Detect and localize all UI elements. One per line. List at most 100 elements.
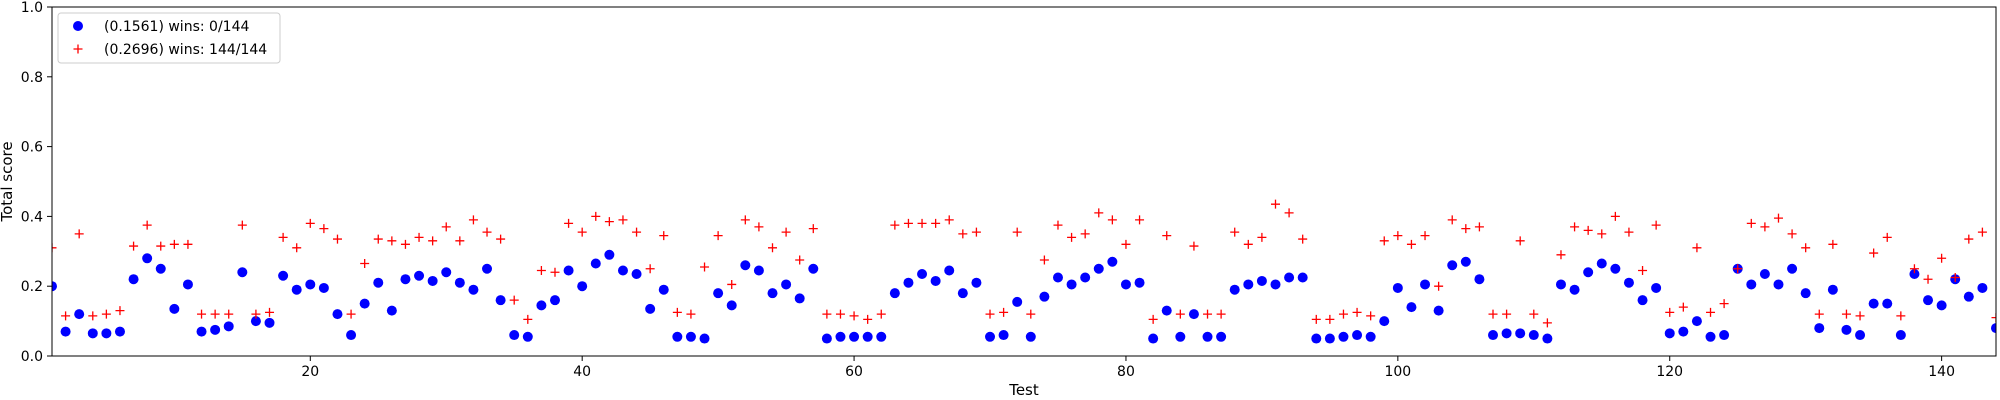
data-point-red xyxy=(400,239,410,249)
data-point-red xyxy=(1610,211,1620,221)
data-point-red xyxy=(1257,232,1267,242)
legend: (0.1561) wins: 0/144 (0.2696) wins: 144/… xyxy=(57,12,281,64)
data-point-red xyxy=(265,307,275,317)
data-point-blue xyxy=(903,277,914,288)
data-point-blue xyxy=(454,277,465,288)
data-point-blue xyxy=(1012,296,1023,307)
data-point-red xyxy=(618,215,628,225)
data-point-blue xyxy=(1678,326,1689,337)
data-point-blue xyxy=(1895,330,1906,341)
data-point-red xyxy=(414,232,424,242)
data-point-red xyxy=(1325,314,1335,324)
data-point-red xyxy=(142,220,152,230)
data-point-red xyxy=(1039,255,1049,265)
data-point-red xyxy=(890,220,900,230)
data-point-red xyxy=(700,262,710,272)
data-point-blue xyxy=(645,303,656,314)
data-point-blue xyxy=(1243,279,1254,290)
data-point-blue xyxy=(1148,333,1159,344)
data-point-red xyxy=(101,309,111,319)
data-point-blue xyxy=(563,265,574,276)
data-point-red xyxy=(754,222,764,232)
data-point-red xyxy=(1923,274,1933,284)
data-point-red xyxy=(1733,264,1743,274)
data-point-blue xyxy=(549,295,560,306)
data-point-blue xyxy=(101,328,112,339)
data-point-blue xyxy=(1623,277,1634,288)
data-point-red xyxy=(346,309,356,319)
data-point-blue xyxy=(1610,263,1621,274)
data-point-red xyxy=(1515,236,1525,246)
data-point-red xyxy=(210,309,220,319)
data-point-red xyxy=(455,236,465,246)
data-point-blue xyxy=(631,268,642,279)
x-tick-label: 120 xyxy=(1656,364,1683,380)
data-point-blue xyxy=(1814,323,1825,334)
data-point-blue xyxy=(1651,282,1662,293)
data-point-blue xyxy=(1583,267,1594,278)
data-point-red xyxy=(1814,309,1824,319)
data-point-red xyxy=(740,215,750,225)
data-point-blue xyxy=(1324,333,1335,344)
data-point-red xyxy=(822,309,832,319)
data-point-blue xyxy=(604,249,615,260)
data-point-blue xyxy=(781,279,792,290)
data-point-blue xyxy=(128,274,139,285)
data-point-red xyxy=(604,217,614,227)
data-point-red xyxy=(197,309,207,319)
data-point-blue xyxy=(699,333,710,344)
data-point-blue xyxy=(482,263,493,274)
data-point-blue xyxy=(617,265,628,276)
data-point-blue xyxy=(1202,331,1213,342)
x-tick-label: 140 xyxy=(1928,364,1955,380)
data-point-blue xyxy=(1855,330,1866,341)
data-point-red xyxy=(305,218,315,228)
data-point-red xyxy=(1570,222,1580,232)
data-point-blue xyxy=(1052,272,1063,283)
data-point-red xyxy=(237,220,247,230)
data-point-blue xyxy=(917,268,928,279)
data-point-blue xyxy=(1270,279,1281,290)
data-point-red xyxy=(1352,307,1362,317)
data-point-red xyxy=(577,227,587,237)
data-point-red xyxy=(1175,309,1185,319)
data-point-blue xyxy=(1977,282,1988,293)
data-point-red xyxy=(1828,239,1838,249)
data-point-blue xyxy=(1800,288,1811,299)
data-point-red xyxy=(360,259,370,269)
data-point-red xyxy=(1311,314,1321,324)
data-point-red xyxy=(1937,253,1947,263)
y-tick-label: 0.4 xyxy=(21,209,43,225)
data-point-red xyxy=(387,236,397,246)
data-point-red xyxy=(917,218,927,228)
data-point-red xyxy=(441,222,451,232)
data-point-red xyxy=(1801,243,1811,253)
data-point-blue xyxy=(278,270,289,281)
data-point-red xyxy=(1773,213,1783,223)
data-point-red xyxy=(985,309,995,319)
data-point-blue xyxy=(1365,331,1376,342)
data-point-blue xyxy=(835,331,846,342)
data-point-blue xyxy=(577,281,588,292)
data-point-red xyxy=(1148,314,1158,324)
data-point-red xyxy=(319,224,329,234)
data-point-blue xyxy=(808,263,819,274)
data-point-red xyxy=(564,218,574,228)
data-point-red xyxy=(1746,218,1756,228)
y-tick-label: 0.2 xyxy=(21,279,43,295)
data-point-blue xyxy=(1705,331,1716,342)
data-point-blue xyxy=(359,298,370,309)
data-point-blue xyxy=(930,275,941,286)
data-point-blue xyxy=(1664,328,1675,339)
data-point-blue xyxy=(753,265,764,276)
data-point-blue xyxy=(305,279,316,290)
data-point-red xyxy=(1896,311,1906,321)
data-point-red xyxy=(1162,231,1172,241)
data-point-red xyxy=(278,232,288,242)
data-point-blue xyxy=(1175,331,1186,342)
data-point-blue xyxy=(1080,272,1091,283)
data-point-red xyxy=(1080,229,1090,239)
data-point-red xyxy=(727,279,737,289)
data-point-red xyxy=(863,314,873,324)
